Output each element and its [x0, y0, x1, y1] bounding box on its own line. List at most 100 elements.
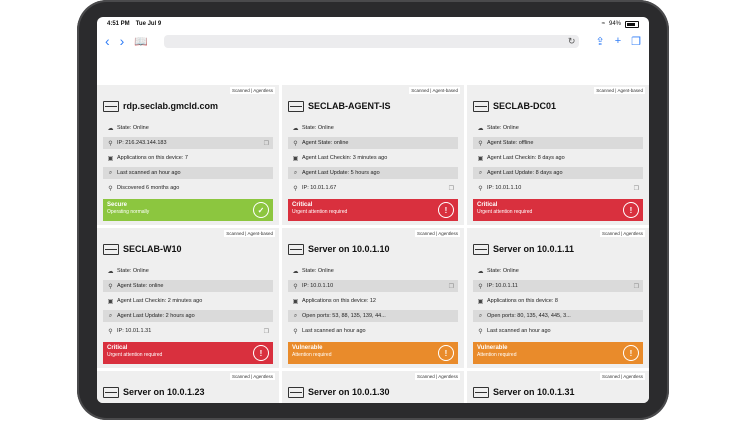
info-row: ▣ Agent Last Checkin: 8 days ago: [473, 152, 643, 164]
info-text: IP: 10.01.1.10: [487, 185, 522, 191]
row-icon: ⚲: [293, 283, 298, 290]
row-icon: ⚲: [293, 328, 298, 335]
device-card[interactable]: Scanned | Agent-based SECLAB-W10 ☁ State: O…: [97, 228, 279, 368]
device-grid: Scanned | Agentless rdp.seclab.gmcld.com ☁…: [97, 85, 649, 403]
info-text: Applications on this device: 8: [487, 298, 558, 304]
status-title: Critical: [477, 202, 498, 208]
info-row: ⚲ IP: 10.0.1.11 ❐: [473, 280, 643, 292]
copy-icon[interactable]: ❐: [448, 185, 454, 192]
row-icon: ▣: [477, 155, 484, 162]
scan-type-tag: Scanned | Agent-based: [409, 87, 460, 94]
device-card[interactable]: Scanned | Agentless Server on 10.0.1.10 ☁ S…: [282, 228, 464, 368]
device-card[interactable]: Scanned | Agent-based SECLAB-DC01 ☁ State: …: [467, 85, 649, 225]
row-icon: ⌕: [108, 169, 113, 176]
info-text: Last scanned an hour ago: [487, 328, 551, 334]
row-icon: ⌕: [108, 312, 113, 319]
alert-circle-icon: !: [623, 345, 639, 361]
scan-type-tag: Scanned | Agentless: [415, 230, 460, 237]
tabs-icon[interactable]: ❐: [631, 35, 641, 48]
server-icon: [473, 100, 489, 112]
server-icon: [473, 386, 489, 398]
info-text: State: Online: [117, 268, 149, 274]
battery-percent: 94%: [608, 21, 621, 27]
info-text: State: Online: [302, 125, 334, 131]
forward-icon[interactable]: ›: [119, 33, 125, 49]
status-bar: 4:51 PM Tue Jul 9 ≈ 94%: [97, 17, 649, 31]
alert-circle-icon: !: [623, 202, 639, 218]
bookmarks-icon[interactable]: 📖: [134, 35, 149, 48]
row-icon: ⚲: [108, 283, 113, 290]
copy-icon[interactable]: ❐: [448, 283, 454, 290]
status-banner: Secure Operating normally ✓: [103, 199, 273, 221]
status-subtitle: Urgent attention required: [107, 352, 163, 358]
share-icon[interactable]: ⇪: [595, 35, 605, 48]
info-row: ☁ State: Online: [473, 265, 643, 277]
info-row: ⚲ IP: 10.01.1.31 ❐: [103, 325, 273, 337]
row-icon: ⌕: [478, 169, 483, 176]
scan-type-tag: Scanned | Agent-based: [224, 230, 275, 237]
alert-circle-icon: !: [438, 345, 454, 361]
status-time: 4:51 PM: [107, 21, 130, 27]
device-card[interactable]: Scanned | Agent-based SECLAB-AGENT-IS ☁ Sta…: [282, 85, 464, 225]
status-banner: Critical Urgent attention required!: [473, 199, 643, 221]
info-row: ⌕ Open ports: 80, 135, 443, 445, 3...: [473, 310, 643, 322]
device-title[interactable]: Server on 10.0.1.11: [493, 244, 575, 254]
row-icon: ☁: [292, 268, 299, 275]
info-row: ☁ State: Online: [103, 122, 273, 134]
server-icon: [103, 243, 119, 255]
row-icon: ⚲: [108, 140, 113, 147]
status-banner: Critical Urgent attention required!: [103, 342, 273, 364]
scan-type-tag: Scanned | Agentless: [230, 87, 275, 94]
server-icon: [103, 386, 119, 398]
row-icon: ⚲: [478, 185, 483, 192]
info-row: ☁ State: Online: [288, 265, 458, 277]
device-title[interactable]: SECLAB-AGENT-IS: [308, 101, 391, 111]
server-icon: [288, 243, 304, 255]
info-text: IP: 10.0.1.11: [487, 283, 518, 289]
info-text: Agent Last Checkin: 8 days ago: [487, 155, 565, 161]
browser-toolbar: ‹ › 📖 ↻ ⇪ + ❐: [97, 31, 649, 51]
row-icon: ☁: [292, 125, 299, 132]
new-tab-icon[interactable]: +: [614, 35, 622, 47]
info-text: Agent Last Update: 8 days ago: [487, 170, 563, 176]
info-text: Agent State: online: [302, 140, 349, 146]
server-icon: [473, 243, 489, 255]
device-card[interactable]: Scanned | Agentless rdp.seclab.gmcld.com ☁…: [97, 85, 279, 225]
row-icon: ⚲: [108, 185, 113, 192]
info-row: ▣ Agent Last Checkin: 3 minutes ago: [288, 152, 458, 164]
device-title[interactable]: rdp.seclab.gmcld.com: [123, 101, 219, 111]
info-row: ⌕ Open ports: 53, 88, 135, 139, 44...: [288, 310, 458, 322]
device-title[interactable]: Server on 10.0.1.31: [493, 387, 575, 397]
copy-icon[interactable]: ❐: [633, 283, 639, 290]
info-row: ▣ Agent Last Checkin: 2 minutes ago: [103, 295, 273, 307]
device-title[interactable]: Server on 10.0.1.30: [308, 387, 390, 397]
status-title: Critical: [107, 345, 128, 351]
info-row: ☁ State: Online: [103, 265, 273, 277]
address-bar[interactable]: ↻: [164, 34, 580, 48]
device-card[interactable]: Scanned | Agentless Server on 10.0.1.11 ☁ S…: [467, 228, 649, 368]
info-row: ⚲ IP: 10.01.1.67 ❐: [288, 182, 458, 194]
back-icon[interactable]: ‹: [105, 33, 110, 49]
info-text: Agent Last Checkin: 3 minutes ago: [302, 155, 388, 161]
device-title[interactable]: Server on 10.0.1.23: [123, 387, 205, 397]
info-text: Discovered 6 months ago: [117, 185, 180, 191]
reload-icon[interactable]: ↻: [567, 35, 576, 46]
row-icon: ⌕: [478, 312, 483, 319]
row-icon: ☁: [107, 125, 114, 132]
copy-icon[interactable]: ❐: [263, 328, 269, 335]
scan-type-tag: Scanned | Agent-based: [594, 87, 645, 94]
status-date: Tue Jul 9: [135, 21, 162, 27]
page-header-space: [97, 51, 649, 85]
copy-icon[interactable]: ❐: [263, 140, 269, 147]
device-title[interactable]: SECLAB-W10: [123, 244, 182, 254]
copy-icon[interactable]: ❐: [633, 185, 639, 192]
device-title[interactable]: Server on 10.0.1.10: [308, 244, 390, 254]
info-row: ▣ Applications on this device: 8: [473, 295, 643, 307]
device-title[interactable]: SECLAB-DC01: [493, 101, 557, 111]
info-text: Agent State: online: [117, 283, 164, 289]
info-row: ⌕ Agent Last Update: 8 days ago: [473, 167, 643, 179]
info-text: IP: 216.243.144.183: [117, 140, 167, 146]
